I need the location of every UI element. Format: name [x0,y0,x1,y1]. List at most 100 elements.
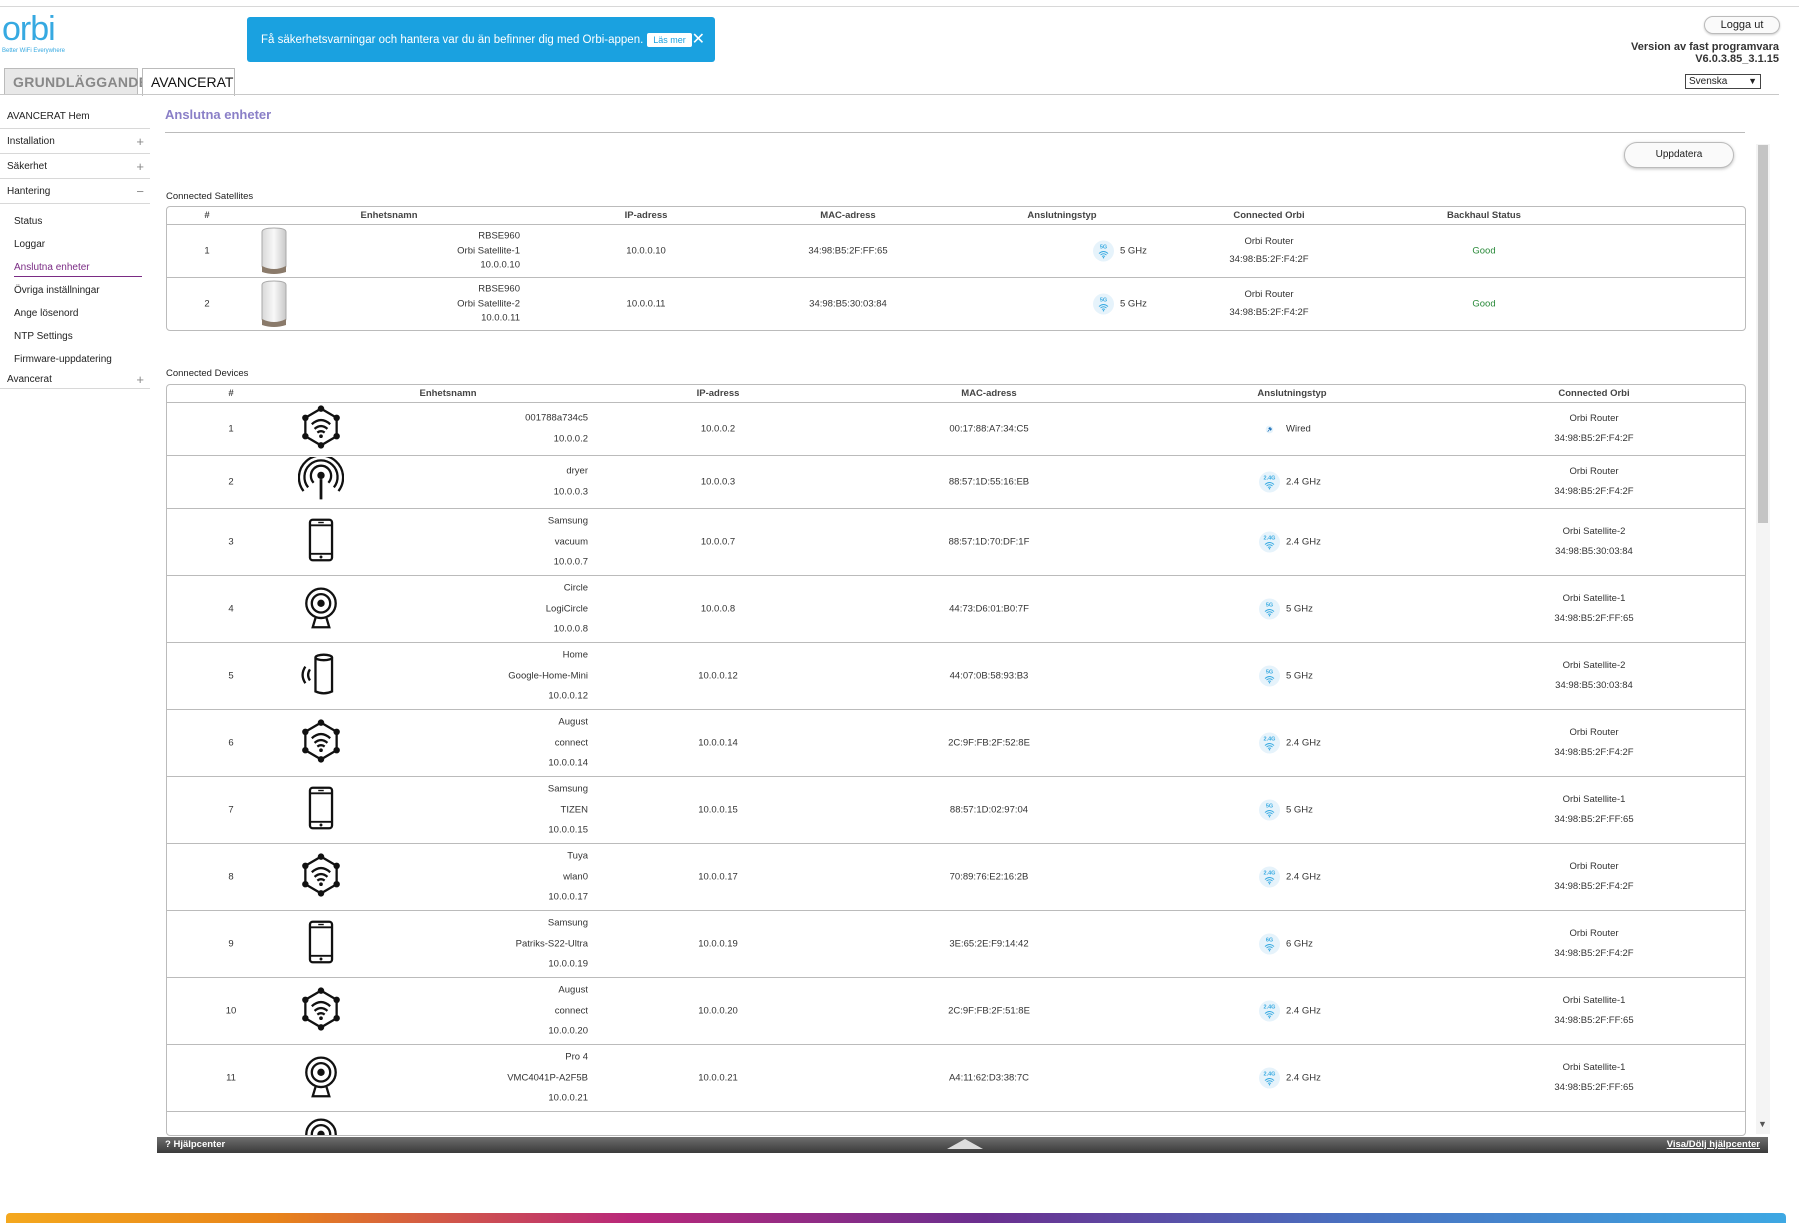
satellite-row[interactable]: 1 RBSE960 Orbi Satellite-1 10.0.0.10 10.0.0.… [167,225,1745,278]
connected-orbi-cell: Orbi Satellite-1 34:98:B5:2F:FF:65 [1554,991,1633,1031]
device-row[interactable]: 8 Tuya wlan0 10.0.0.17 10.0.0.17 70:89:76:E2:… [167,844,1745,911]
connected-orbi-name: Orbi Router [1569,413,1619,424]
device-row[interactable]: 4 Circle LogiCircle 10.0.0.8 10.0.0.8 44:73:D… [167,576,1745,643]
wifi-icon: 2.4G [1259,866,1280,888]
device-name-line: 10.0.0.3 [553,486,588,497]
logo-word: orbi [2,10,56,48]
connected-orbi-cell: Orbi Router 34:98:B5:2F:F4:2F [1554,924,1633,964]
device-name-line: wlan0 [563,870,588,882]
connected-orbi-cell: Orbi Router 34:98:B5:2F:F4:2F [1229,286,1308,322]
device-row[interactable]: 9 Samsung Patriks-S22-Ultra 10.0.0.19 10.0.0… [167,911,1745,978]
device-name-cell: Samsung vacuum 10.0.0.7 [548,511,588,573]
sidebar-item-1[interactable]: Installation + [0,129,150,154]
scroll-down-icon[interactable]: ▼ [1758,1119,1767,1129]
plus-icon[interactable]: + [136,159,144,174]
tab-basic[interactable]: GRUNDLÄGGANDE [4,68,148,95]
top-divider [0,6,1799,7]
device-name-line: 10.0.0.17 [548,891,588,903]
banner-message: Få säkerhetsvarningar och hantera var du… [261,33,644,46]
sidebar-subitem-label: NTP Settings [14,331,73,342]
row-number: 1 [204,245,210,257]
device-name-line: connect [554,736,588,748]
connected-orbi-mac: 34:98:B5:2F:FF:65 [1554,814,1634,825]
connected-orbi-cell: Orbi Router 34:98:B5:2F:F4:2F [1229,233,1308,269]
sidebar-item-label: Säkerhet [7,161,48,172]
minus-icon[interactable]: − [136,184,144,199]
language-select[interactable]: Svenska ▼ [1685,74,1761,89]
mac-address: 3E:65:2E:F9:14:42 [949,938,1029,950]
sidebar-item-0[interactable]: AVANCERAT Hem [0,104,150,129]
column-header: IP-adress [624,210,668,221]
toggle-help-link[interactable]: Visa/Dölj hjälpcenter [1666,1139,1760,1150]
satellite-row[interactable]: 2 RBSE960 Orbi Satellite-2 10.0.0.11 10.0.0.… [167,278,1745,330]
logout-button[interactable]: Logga ut [1704,16,1780,34]
device-row[interactable]: 7 Samsung TIZEN 10.0.0.15 10.0.0.15 88:57:1D:… [167,777,1745,844]
device-model: RBSE960 [478,283,520,295]
device-row[interactable]: 6 August connect 10.0.0.14 10.0.0.14 2C:9F:FB… [167,710,1745,777]
column-header: Enhetsnamn [419,388,477,399]
row-number: 11 [226,1072,236,1084]
device-row-partial[interactable] [167,1112,1745,1135]
sidebar-item-label: Installation [7,136,55,147]
chevron-down-icon: ▼ [1748,76,1757,86]
refresh-button[interactable]: Uppdatera [1624,142,1734,168]
device-name-line: 10.0.0.12 [548,690,588,702]
tab-divider [0,94,1779,95]
connected-orbi-mac: 34:98:B5:2F:F4:2F [1554,948,1634,959]
connection-cell: 2.4G 2.4 GHz [1259,1067,1321,1089]
device-name-line: 10.0.0.2 [553,433,588,444]
sidebar-item-2[interactable]: Säkerhet + [0,154,150,179]
tab-advanced[interactable]: AVANCERAT [142,68,235,96]
connected-orbi-mac: 34:98:B5:2F:FF:65 [1554,1015,1634,1026]
close-icon[interactable]: ✕ [691,31,705,48]
connected-orbi-mac: 34:98:B5:2F:F4:2F [1554,881,1634,892]
sidebar-subitem-1[interactable]: Loggar [0,233,150,256]
column-header: # [204,210,210,221]
sidebar-subitem-3[interactable]: Övriga inställningar [0,279,150,302]
connection-type: 5 GHz [1120,245,1147,257]
device-name-line: 10.0.0.14 [548,757,588,769]
read-more-button[interactable]: Läs mer [647,32,692,47]
sidebar-subitem-2[interactable]: Anslutna enheter [0,256,150,279]
column-header: Enhetsnamn [360,210,418,221]
sidebar-item-advanced[interactable]: Avancerat + [0,371,150,389]
help-center-link[interactable]: ? Hjälpcenter [165,1139,226,1150]
plus-icon[interactable]: + [136,372,144,387]
device-row[interactable]: 2 dryer 10.0.0.3 10.0.0.3 88:57:1D:55:16:EB 2… [167,454,1745,509]
device-row[interactable]: 10 August connect 10.0.0.20 10.0.0.20 2C:9F:F… [167,978,1745,1045]
device-name-line: 10.0.0.7 [553,556,588,568]
connected-orbi-mac: 34:98:B5:2F:FF:65 [1554,613,1634,624]
device-name-cell: 001788a734c5 10.0.0.2 [525,409,588,450]
connected-orbi-name: Orbi Router [1569,727,1619,738]
ip-address: 10.0.0.11 [626,298,666,310]
expand-help-icon[interactable] [947,1139,983,1149]
ip-address: 10.0.0.14 [698,737,738,749]
device-row[interactable]: 11 Pro 4 VMC4041P-A2F5B 10.0.0.21 10.0.0.21 A… [167,1045,1745,1112]
device-row[interactable]: 1 001788a734c5 10.0.0.2 10.0.0.2 00:17:88:A7… [167,403,1745,456]
mac-address: 70:89:76:E2:16:2B [949,871,1029,883]
connection-type: 5 GHz [1286,804,1313,816]
sidebar-subitem-label: Loggar [14,239,46,250]
device-row[interactable]: 3 Samsung vacuum 10.0.0.7 10.0.0.7 88:57:1D:7… [167,509,1745,576]
device-name-line: Pro 4 [565,1051,588,1063]
connected-orbi-cell: Orbi Satellite-1 34:98:B5:2F:FF:65 [1554,1058,1633,1098]
sidebar-subitem-4[interactable]: Ange lösenord [0,302,150,325]
hub-icon [298,404,344,454]
connection-cell: 2.4G 2.4 GHz [1259,531,1321,553]
plus-icon[interactable]: + [136,134,144,149]
satellites-section-label: Connected Satellites [166,191,254,202]
sidebar-subitem-0[interactable]: Status [0,210,150,233]
sidebar-subitem-6[interactable]: Firmware-uppdatering [0,348,150,371]
connected-orbi-cell: Orbi Router 34:98:B5:2F:F4:2F [1554,723,1633,763]
row-number: 3 [228,536,234,548]
scrollbar-thumb[interactable] [1758,145,1768,523]
sidebar-subitem-5[interactable]: NTP Settings [0,325,150,348]
device-row[interactable]: 5 Home Google-Home-Mini 10.0.0.12 10.0.0.12 4… [167,643,1745,710]
connection-cell: 2.4G 2.4 GHz [1259,732,1321,754]
device-name-ip: 10.0.0.11 [481,312,520,324]
connected-orbi-cell: Orbi Satellite-1 34:98:B5:2F:FF:65 [1554,589,1633,629]
sidebar-item-3[interactable]: Hantering − [0,179,150,204]
app-promo-banner: Få säkerhetsvarningar och hantera var du… [247,17,715,62]
device-name-line: 10.0.0.15 [548,824,588,836]
ip-address: 10.0.0.3 [700,476,736,488]
